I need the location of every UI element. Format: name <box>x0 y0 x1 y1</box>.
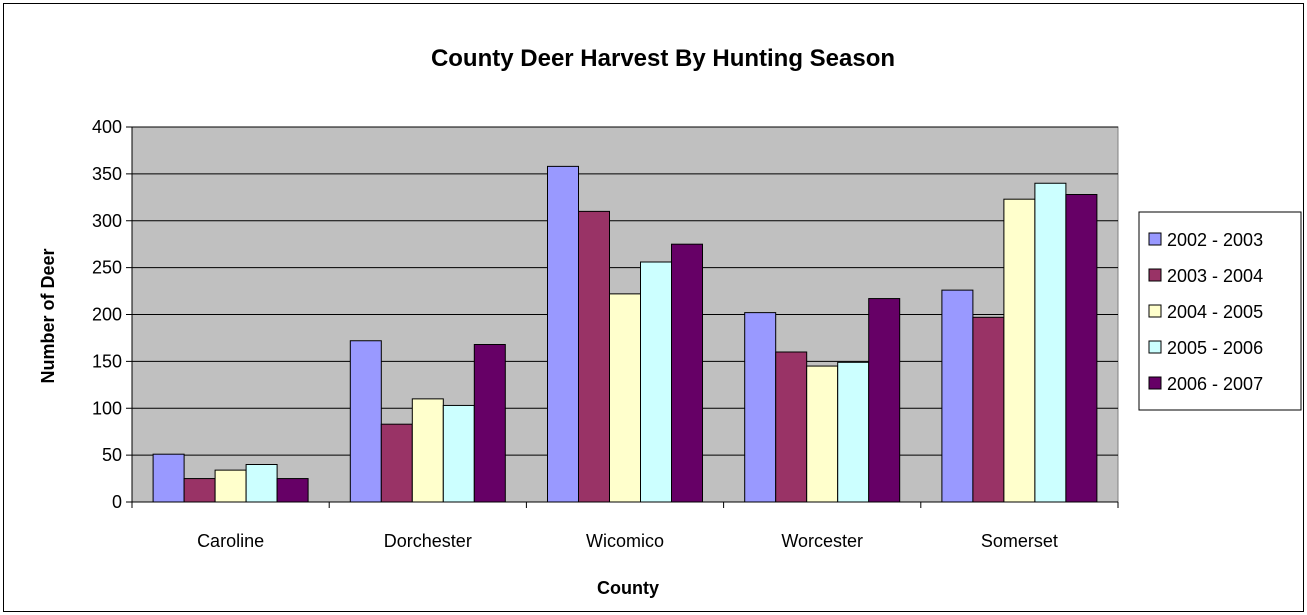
bar-somerset-series-1 <box>941 289 974 503</box>
legend-swatch-1 <box>1148 232 1162 246</box>
bar-wicomico-series-5 <box>671 243 703 503</box>
y-axis-title: Number of Deer <box>38 248 58 383</box>
bar-caroline-series-1 <box>152 453 185 503</box>
x-axis-title: County <box>597 578 659 598</box>
y-tick-label: 50 <box>102 445 122 465</box>
bar-worcester-series-1 <box>744 312 777 503</box>
y-tick-label: 250 <box>92 258 122 278</box>
bar-caroline-series-4 <box>245 464 278 503</box>
bar-somerset-series-2 <box>972 316 1005 503</box>
bar-dorchester-series-5 <box>473 344 506 503</box>
bar-dorchester-series-2 <box>380 423 413 503</box>
y-tick-label: 150 <box>92 351 122 371</box>
bar-worcester-series-5 <box>868 298 901 503</box>
bar-somerset-series-3 <box>1003 198 1036 503</box>
bar-caroline-series-3 <box>214 469 247 503</box>
chart-svg: County Deer Harvest By Hunting Season 0 5… <box>38 45 1302 598</box>
legend-label-3: 2004 - 2005 <box>1167 302 1263 322</box>
y-tick-label: 350 <box>92 164 122 184</box>
x-tick-label: Worcester <box>781 531 863 551</box>
y-tick-label: 200 <box>92 305 122 325</box>
bar-caroline-series-2 <box>183 478 216 503</box>
x-tick-label: Somerset <box>981 531 1058 551</box>
x-tick-label: Wicomico <box>586 531 664 551</box>
chart-frame: County Deer Harvest By Hunting Season 0 5… <box>3 3 1304 612</box>
bar-worcester-series-4 <box>837 361 870 503</box>
legend-swatch-4 <box>1148 340 1162 354</box>
bar-caroline-series-5 <box>276 478 309 503</box>
legend: 2002 - 2003 2003 - 2004 2004 - 2005 2005 - … <box>1138 211 1302 411</box>
y-tick-label: 100 <box>92 398 122 418</box>
y-tick-label: 400 <box>92 117 122 137</box>
legend-label-5: 2006 - 2007 <box>1167 374 1263 394</box>
bar-dorchester-series-3 <box>411 398 444 503</box>
legend-swatch-5 <box>1148 376 1162 390</box>
bar-dorchester-series-4 <box>442 404 475 503</box>
bar-dorchester-series-1 <box>349 340 382 503</box>
bar-wicomico-series-3 <box>609 293 641 503</box>
bar-worcester-series-3 <box>806 365 839 503</box>
legend-swatch-3 <box>1148 304 1162 318</box>
bar-wicomico-series-2 <box>578 210 610 503</box>
legend-label-4: 2005 - 2006 <box>1167 338 1263 358</box>
y-tick-label: 0 <box>112 492 122 512</box>
legend-box <box>1138 211 1302 411</box>
bar-somerset-series-5 <box>1065 194 1098 503</box>
x-tick-label: Dorchester <box>384 531 472 551</box>
y-tick-label: 300 <box>92 211 122 231</box>
bar-somerset-series-4 <box>1034 182 1067 503</box>
legend-swatch-2 <box>1148 268 1162 282</box>
bar-wicomico-series-1 <box>547 165 579 503</box>
bar-wicomico-series-4 <box>640 261 672 503</box>
x-tick-label: Caroline <box>197 531 264 551</box>
legend-label-2: 2003 - 2004 <box>1167 266 1263 286</box>
chart-title: County Deer Harvest By Hunting Season <box>431 45 895 72</box>
legend-label-1: 2002 - 2003 <box>1167 230 1263 250</box>
plot-area: 0 50 100 150 200 250 300 350 400 Caroline Dorchest… <box>92 117 1119 551</box>
bar-worcester-series-2 <box>775 351 808 503</box>
